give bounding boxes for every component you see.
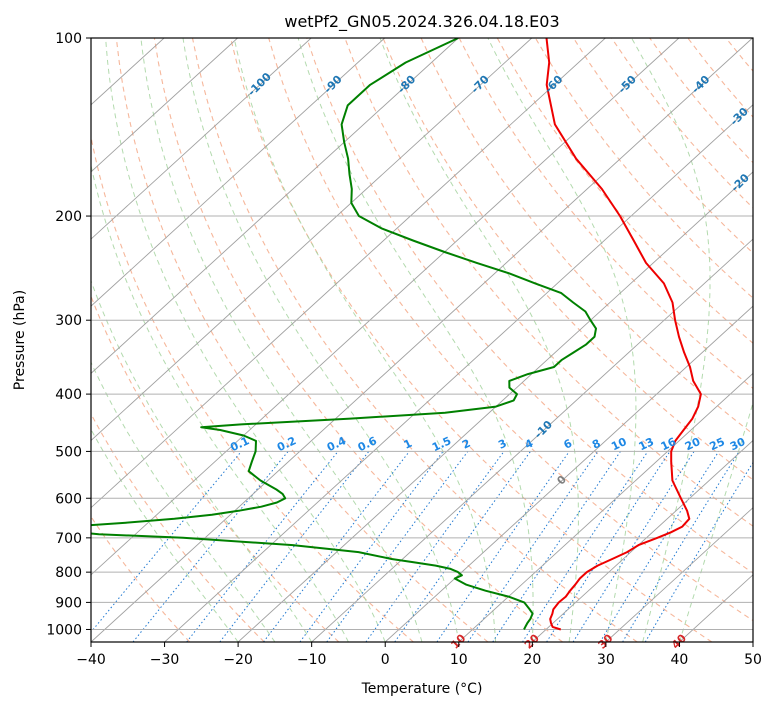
mixing-ratio-line xyxy=(132,451,289,642)
x-tick-label: 40 xyxy=(671,652,689,668)
y-tick-label: 900 xyxy=(55,595,82,611)
dry-adiabat-line xyxy=(91,412,265,642)
x-tick-label: −30 xyxy=(150,652,180,668)
mixing-ratio-label: 10 xyxy=(609,435,629,453)
moist-adiabat-line xyxy=(487,38,637,642)
profile-lines xyxy=(91,38,702,631)
moist-adiabat-line xyxy=(91,163,349,642)
mixing-ratio-line xyxy=(546,451,671,642)
dry-adiabat-line xyxy=(115,38,489,642)
isotherm-line xyxy=(311,238,753,642)
dry-adiabat-line xyxy=(534,38,753,299)
mixing-ratio-line xyxy=(436,451,570,642)
isotherm-line xyxy=(91,38,533,442)
moist-adiabat-line xyxy=(678,401,753,642)
isotherm-line xyxy=(164,104,753,642)
isotherm-line xyxy=(91,38,312,240)
moist-adiabat-line xyxy=(91,428,239,642)
mixing-ratio-line xyxy=(263,451,410,642)
chart-title: wetPf2_GN05.2024.326.04.18.E03 xyxy=(284,12,559,32)
dry-adiabat-line xyxy=(764,38,775,642)
isotherm-line xyxy=(91,38,386,307)
y-tick-label: 100 xyxy=(55,31,82,47)
mixing-ratio-line xyxy=(326,451,469,642)
dry-adiabat-line xyxy=(306,38,753,574)
x-tick-label: −20 xyxy=(223,652,253,668)
dry-adiabat-line xyxy=(191,38,638,642)
mixing-ratio-line xyxy=(599,451,720,642)
y-tick-label: 600 xyxy=(55,491,82,507)
isotherm-lines xyxy=(91,38,753,642)
mixing-ratio-line xyxy=(91,451,242,633)
y-tick-label: 800 xyxy=(55,565,82,581)
temperature-line xyxy=(545,38,702,631)
isotherm-line xyxy=(91,38,238,173)
y-tick-label: 500 xyxy=(55,444,82,460)
mixing-ratio-label: 30 xyxy=(728,435,748,453)
y-axis-label: Pressure (hPa) xyxy=(12,290,28,390)
pressure-gridlines xyxy=(91,38,753,630)
x-tick-label: 30 xyxy=(597,652,615,668)
moist-adiabat-line xyxy=(182,38,460,642)
isotherm-line xyxy=(605,507,753,642)
x-tick-label: −10 xyxy=(297,652,327,668)
dry-adiabat-line xyxy=(91,515,191,642)
x-tick-label: 0 xyxy=(381,652,390,668)
mixing-ratio-line xyxy=(467,451,599,642)
y-tick-label: 1000 xyxy=(46,622,82,638)
isotherm-line xyxy=(458,372,753,642)
moist-adiabat-line xyxy=(379,38,579,642)
dry-adiabat-line xyxy=(496,38,753,344)
isotherm-line xyxy=(91,38,680,576)
moist-adiabat-line xyxy=(297,38,534,642)
isotherm-line xyxy=(752,641,753,642)
moist-adiabat-line xyxy=(105,38,386,642)
y-tick-label: 200 xyxy=(55,209,82,225)
dry-adiabat-line xyxy=(268,38,753,622)
dewpoint-line xyxy=(91,38,597,630)
mixing-ratio-lines xyxy=(91,451,753,642)
mixing-ratio-label: 13 xyxy=(637,435,656,453)
x-tick-label: 10 xyxy=(450,652,468,668)
mixing-ratio-label: 25 xyxy=(708,435,727,453)
y-tick-label: 700 xyxy=(55,531,82,547)
moist-adiabat-line xyxy=(140,38,423,642)
dry-adiabat-line xyxy=(91,294,340,642)
dry-adiabat-line xyxy=(230,38,713,642)
y-tick-label: 400 xyxy=(55,387,82,403)
moist-adiabat-line xyxy=(91,361,276,642)
isotherm-line xyxy=(91,38,606,509)
x-tick-label: 20 xyxy=(523,652,541,668)
mixing-ratio-line xyxy=(622,451,740,642)
isotherm-line xyxy=(384,305,753,642)
isotherm-line xyxy=(91,38,459,374)
mixing-ratio-line xyxy=(365,451,505,642)
plot-frame xyxy=(90,37,754,643)
x-axis: −40 −30 −20 −10 0 10 20 30 40 50 xyxy=(76,642,762,668)
isotherm-line xyxy=(531,439,753,642)
x-axis-label: Temperature (°C) xyxy=(361,681,483,697)
x-tick-label: −40 xyxy=(76,652,106,668)
isotherm-line xyxy=(237,171,753,642)
mixing-ratio-line xyxy=(522,451,649,642)
y-axis: 100 200 300 400 500 600 700 800 900 1000 xyxy=(46,31,91,638)
mixing-ratio-label: 16 xyxy=(659,435,679,453)
isotherm-line xyxy=(91,38,753,642)
y-tick-label: 300 xyxy=(55,313,82,329)
dry-adiabats xyxy=(91,38,775,642)
mixing-ratio-line xyxy=(299,451,444,642)
dry-adiabat-line xyxy=(153,38,563,642)
x-tick-label: 50 xyxy=(744,652,762,668)
mixing-ratio-label: 20 xyxy=(683,435,703,453)
